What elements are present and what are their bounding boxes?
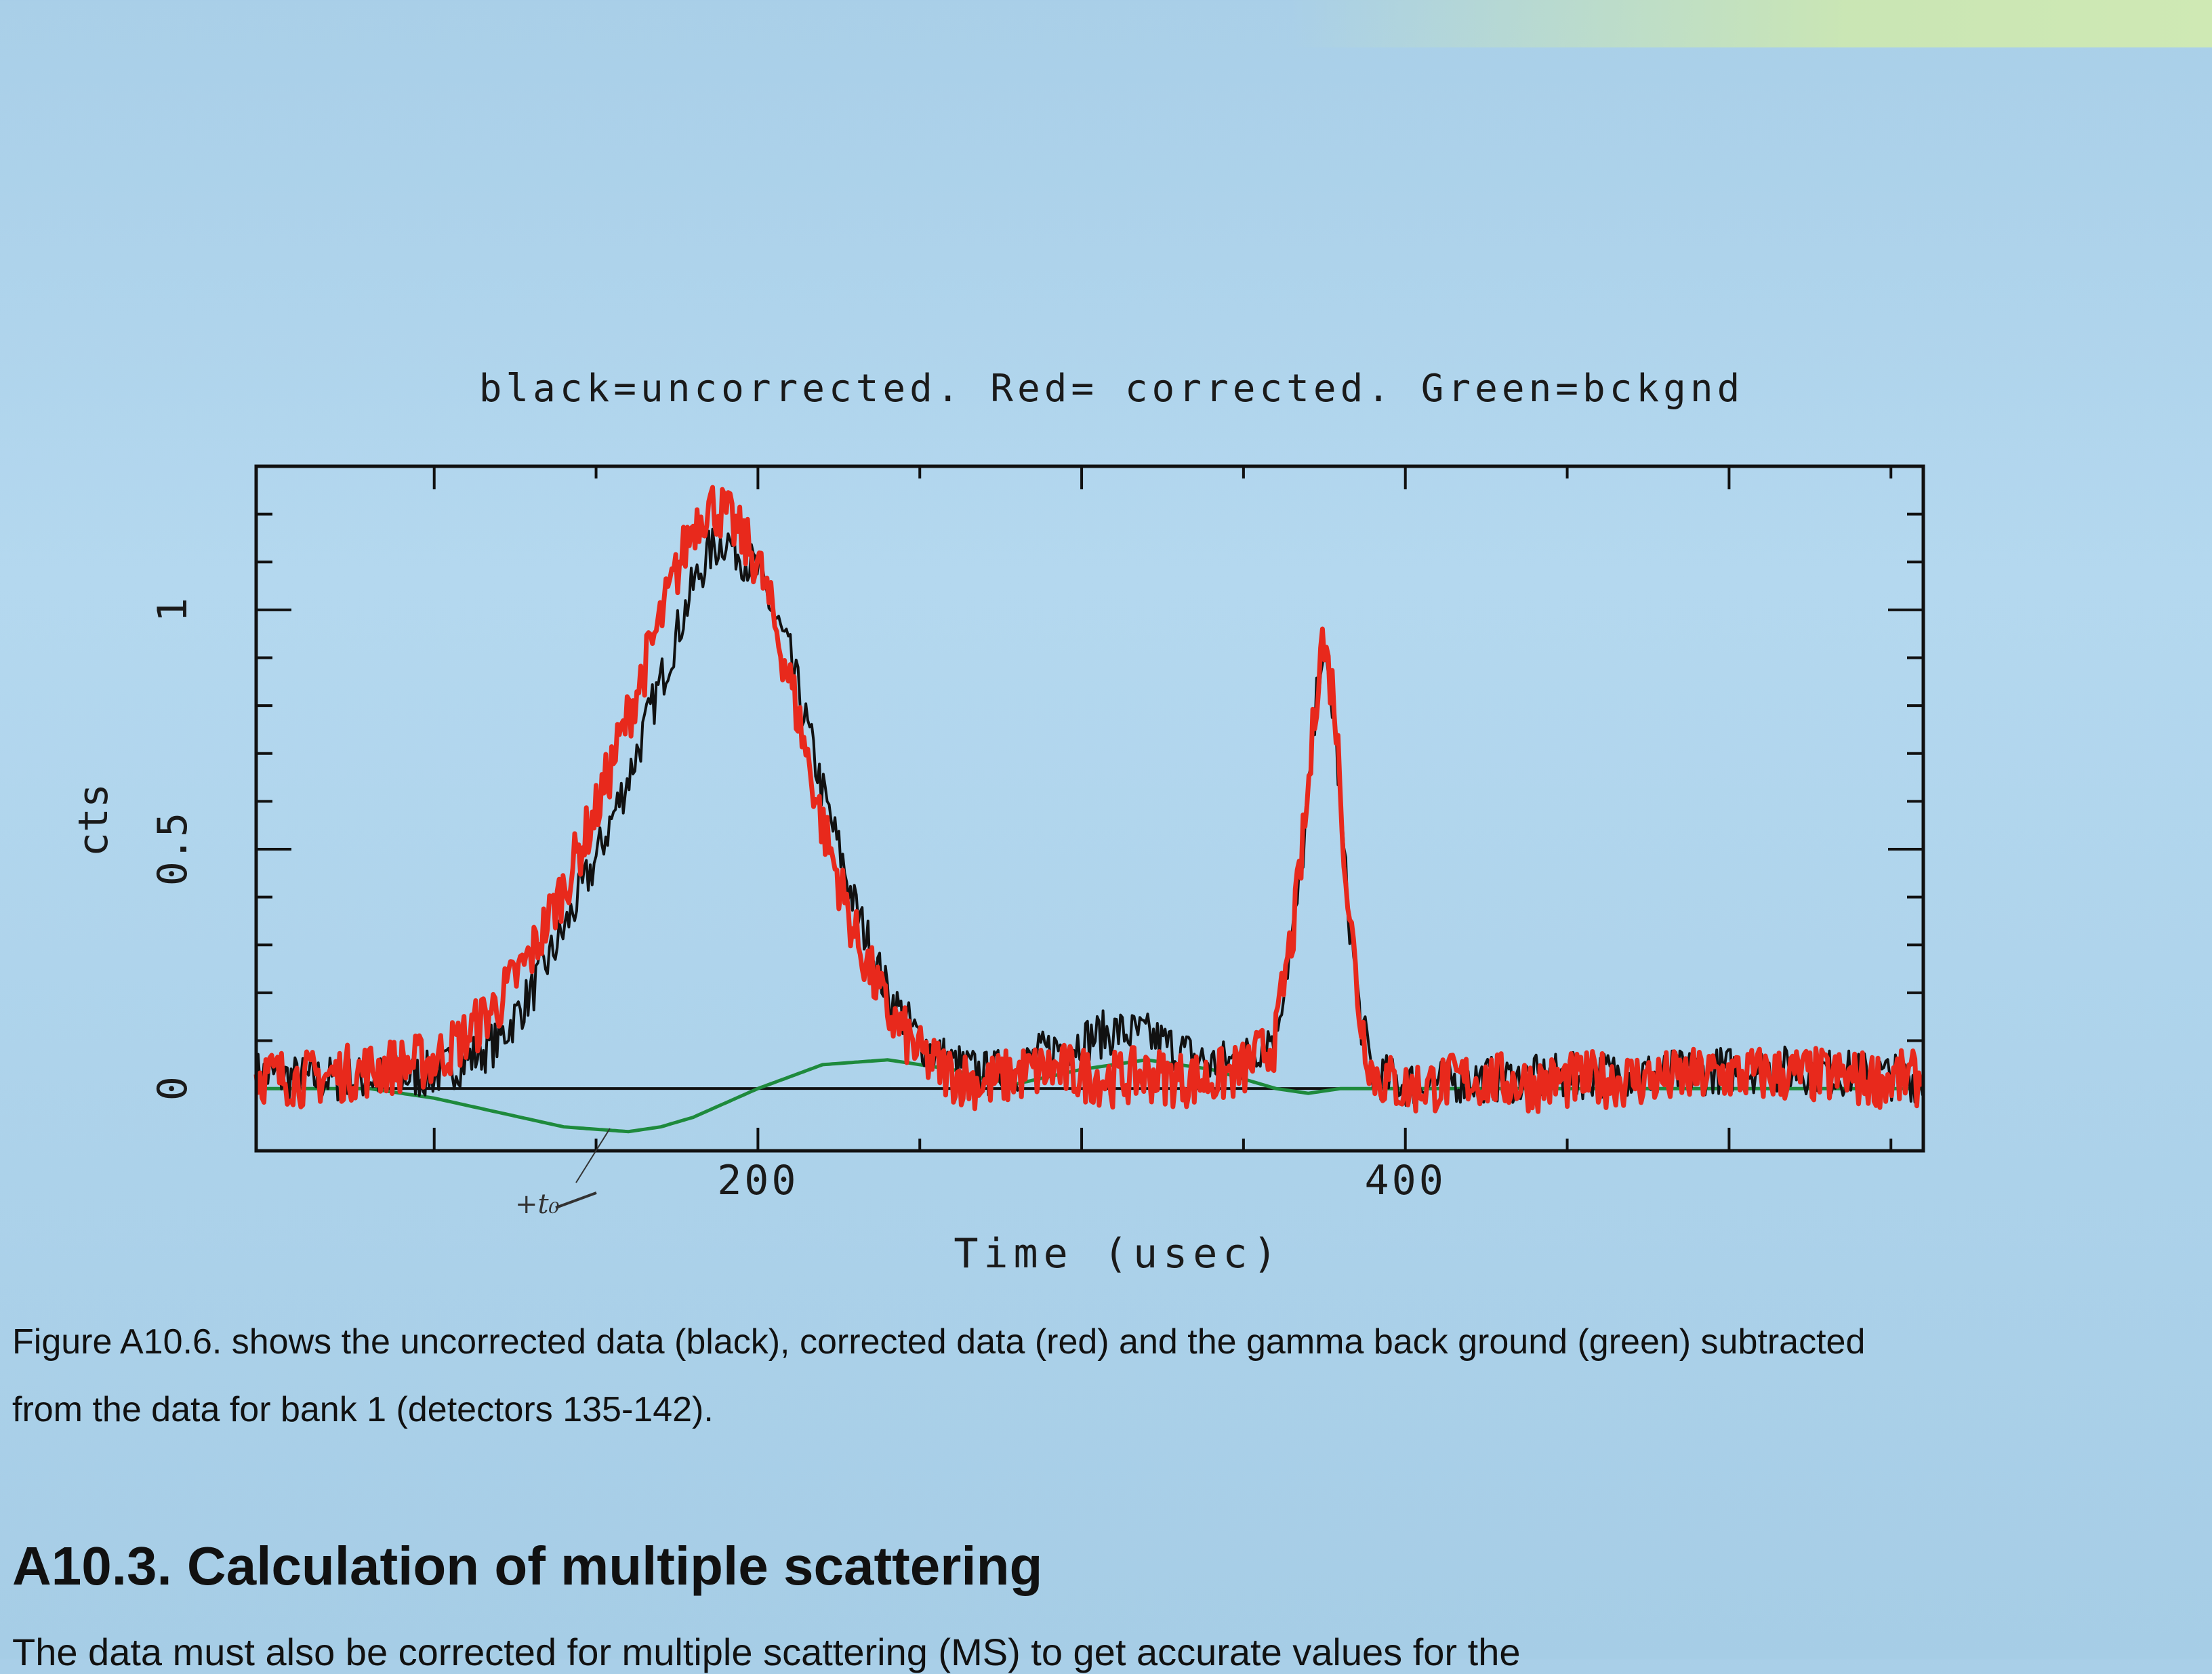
figure-caption: Figure A10.6. shows the uncorrected data… [12, 1322, 1866, 1429]
series-uncorrected-line [255, 521, 1924, 1107]
section-body-text: The data must also be corrected for mult… [12, 1631, 1521, 1673]
plot-frame [254, 464, 1925, 1153]
x-tick-label: 200 [717, 1157, 798, 1204]
t0-annotation: +t₀ [515, 1189, 560, 1220]
y-axis-ticks: 00.51 [149, 512, 1923, 1101]
series-layer [253, 485, 1925, 1134]
y-tick-label: 0.5 [149, 813, 197, 886]
y-tick-label: 0 [149, 1076, 197, 1101]
handwritten-annotation: +t₀ [515, 1128, 611, 1220]
page-edge [1288, 0, 2212, 47]
section-heading: A10.3. Calculation of multiple scatterin… [12, 1536, 1043, 1596]
y-tick-label: 1 [149, 598, 197, 622]
series-corrected-line [253, 485, 1925, 1114]
chart-title: black=uncorrected. Red= corrected. Green… [479, 367, 1744, 411]
x-axis-label: Time (usec) [954, 1230, 1282, 1278]
x-axis-ticks: 200 400 [432, 466, 1893, 1204]
t0-arrow [555, 1191, 597, 1209]
x-tick-label: 400 [1365, 1157, 1446, 1204]
t0-stroke [575, 1128, 611, 1183]
y-axis-label: cts [70, 783, 117, 857]
